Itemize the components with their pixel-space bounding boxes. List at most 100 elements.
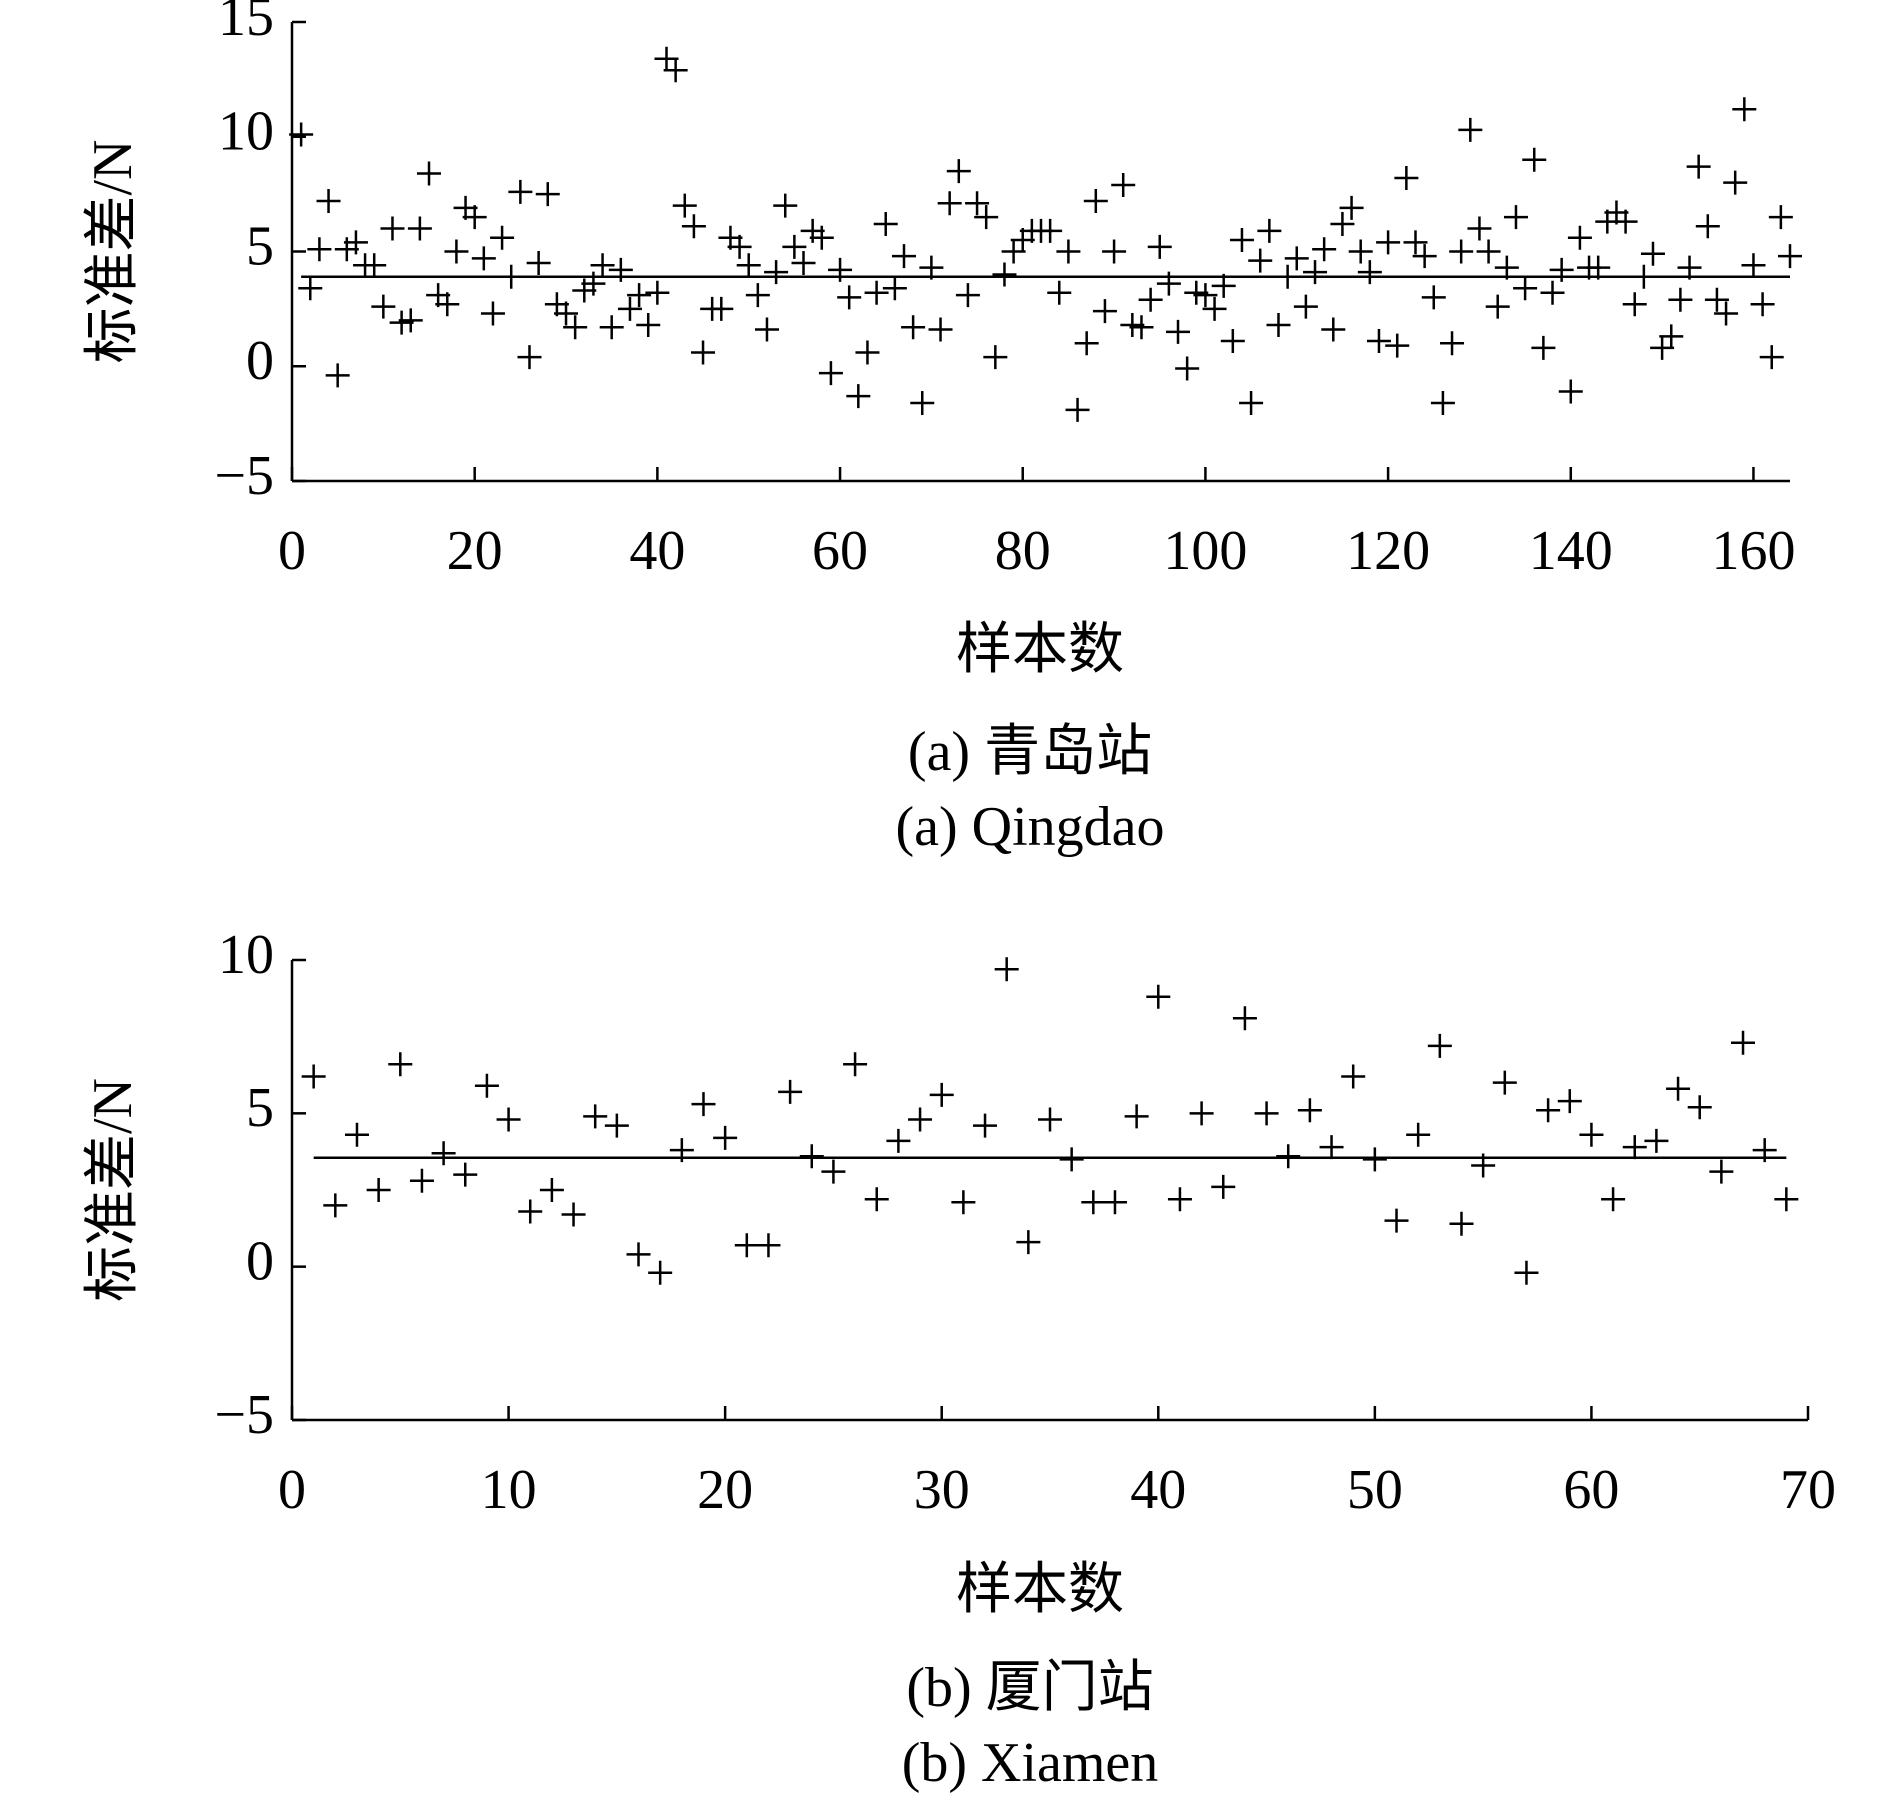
marker — [873, 211, 898, 236]
marker — [1406, 1122, 1431, 1147]
marker — [1147, 234, 1172, 259]
marker — [1704, 287, 1729, 312]
marker — [754, 317, 779, 342]
marker — [864, 1187, 889, 1212]
marker — [1232, 1006, 1257, 1031]
marker — [983, 345, 1008, 370]
marker — [604, 1113, 629, 1138]
caption: (b) 厦门站 — [906, 1657, 1153, 1719]
marker — [1750, 292, 1775, 317]
marker — [1540, 280, 1565, 305]
marker — [1175, 356, 1200, 381]
marker — [645, 280, 670, 305]
marker — [1193, 283, 1218, 308]
marker — [583, 1104, 608, 1129]
marker — [599, 315, 624, 340]
marker — [398, 308, 423, 333]
marker — [362, 253, 387, 278]
marker — [1732, 97, 1757, 122]
x-axis-label: 样本数 — [956, 1559, 1124, 1621]
marker — [992, 262, 1017, 287]
marker — [1731, 1030, 1756, 1055]
marker — [745, 283, 770, 308]
marker — [1686, 154, 1711, 179]
marker — [1709, 1159, 1734, 1184]
marker — [891, 244, 916, 269]
marker — [882, 276, 907, 301]
marker — [1485, 294, 1510, 319]
marker — [1189, 1101, 1214, 1126]
marker — [1644, 1128, 1669, 1153]
marker — [325, 363, 350, 388]
marker — [1362, 1147, 1387, 1172]
x-tick-label: 20 — [697, 1459, 753, 1521]
marker — [561, 1202, 586, 1227]
x-tick-label: 60 — [812, 520, 868, 582]
marker — [955, 283, 980, 308]
marker — [1220, 329, 1245, 354]
marker — [736, 253, 761, 278]
x-tick-label: 10 — [481, 1459, 537, 1521]
marker — [713, 1125, 738, 1150]
marker — [1449, 239, 1474, 264]
marker — [380, 216, 405, 241]
marker — [1284, 246, 1309, 271]
marker — [843, 1052, 868, 1077]
marker — [1394, 166, 1419, 191]
y-tick-label: 5 — [246, 1077, 274, 1139]
marker — [1202, 296, 1227, 321]
marker — [508, 179, 533, 204]
y-tick-label: 5 — [246, 215, 274, 277]
marker — [1229, 228, 1254, 253]
marker — [480, 301, 505, 326]
marker — [1111, 172, 1136, 197]
marker — [1440, 331, 1465, 356]
marker — [1467, 216, 1492, 241]
marker — [928, 317, 953, 342]
marker — [1714, 301, 1739, 326]
x-tick-label: 0 — [278, 1459, 306, 1521]
marker — [1038, 218, 1063, 243]
marker — [782, 234, 807, 259]
marker — [431, 1141, 456, 1166]
marker — [453, 1162, 478, 1187]
marker — [1248, 248, 1273, 273]
marker — [496, 1107, 521, 1132]
marker — [756, 1233, 781, 1258]
marker — [1522, 147, 1547, 172]
marker — [316, 189, 341, 214]
marker — [1503, 205, 1528, 230]
marker — [298, 276, 323, 301]
x-tick-label: 50 — [1347, 1459, 1403, 1521]
marker — [764, 260, 789, 285]
x-tick-label: 30 — [914, 1459, 970, 1521]
x-tick-label: 70 — [1780, 1459, 1836, 1521]
marker — [818, 361, 843, 386]
marker — [1558, 379, 1583, 404]
marker — [1557, 1089, 1582, 1114]
marker — [799, 1144, 824, 1169]
x-tick-label: 0 — [278, 520, 306, 582]
marker — [910, 390, 935, 415]
marker — [417, 161, 442, 186]
marker — [1081, 1190, 1106, 1215]
marker — [1102, 1190, 1127, 1215]
marker — [1167, 1187, 1192, 1212]
caption: (a) 青岛站 — [908, 721, 1152, 783]
marker — [691, 1092, 716, 1117]
marker — [1774, 1187, 1799, 1212]
x-tick-label: 80 — [995, 520, 1051, 582]
marker — [929, 1082, 954, 1107]
marker — [1567, 225, 1592, 250]
marker — [1059, 1147, 1084, 1172]
marker — [946, 159, 971, 184]
marker — [1687, 1095, 1712, 1120]
marker — [301, 1064, 326, 1089]
marker — [1449, 1211, 1474, 1236]
marker — [727, 234, 752, 259]
marker — [1124, 1104, 1149, 1129]
x-tick-label: 20 — [447, 520, 503, 582]
marker — [1276, 1144, 1301, 1169]
marker — [608, 257, 633, 282]
